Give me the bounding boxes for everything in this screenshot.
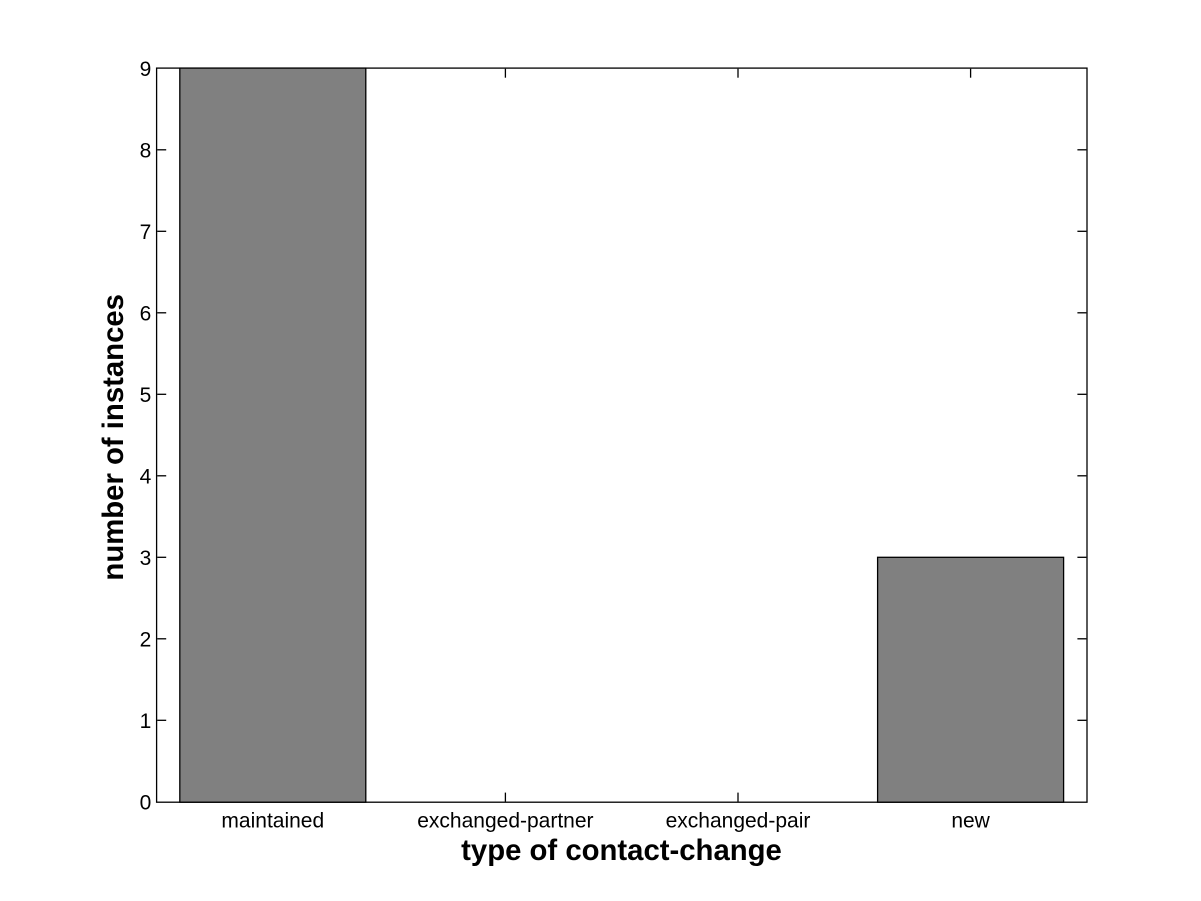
svg-text:7: 7 (140, 221, 152, 244)
svg-text:maintained: maintained (221, 809, 324, 832)
svg-text:exchanged-partner: exchanged-partner (417, 809, 593, 832)
svg-text:9: 9 (140, 58, 152, 81)
svg-text:1: 1 (140, 710, 152, 733)
svg-text:type of contact-change: type of contact-change (461, 834, 782, 867)
svg-text:4: 4 (140, 465, 152, 488)
svg-text:6: 6 (140, 302, 152, 325)
svg-text:new: new (951, 809, 990, 832)
svg-text:8: 8 (140, 139, 152, 162)
svg-text:3: 3 (140, 547, 152, 570)
svg-text:5: 5 (140, 384, 152, 407)
svg-text:2: 2 (140, 628, 152, 651)
svg-text:number of instances: number of instances (97, 294, 130, 581)
svg-text:exchanged-pair: exchanged-pair (666, 809, 811, 832)
svg-text:0: 0 (140, 791, 152, 814)
